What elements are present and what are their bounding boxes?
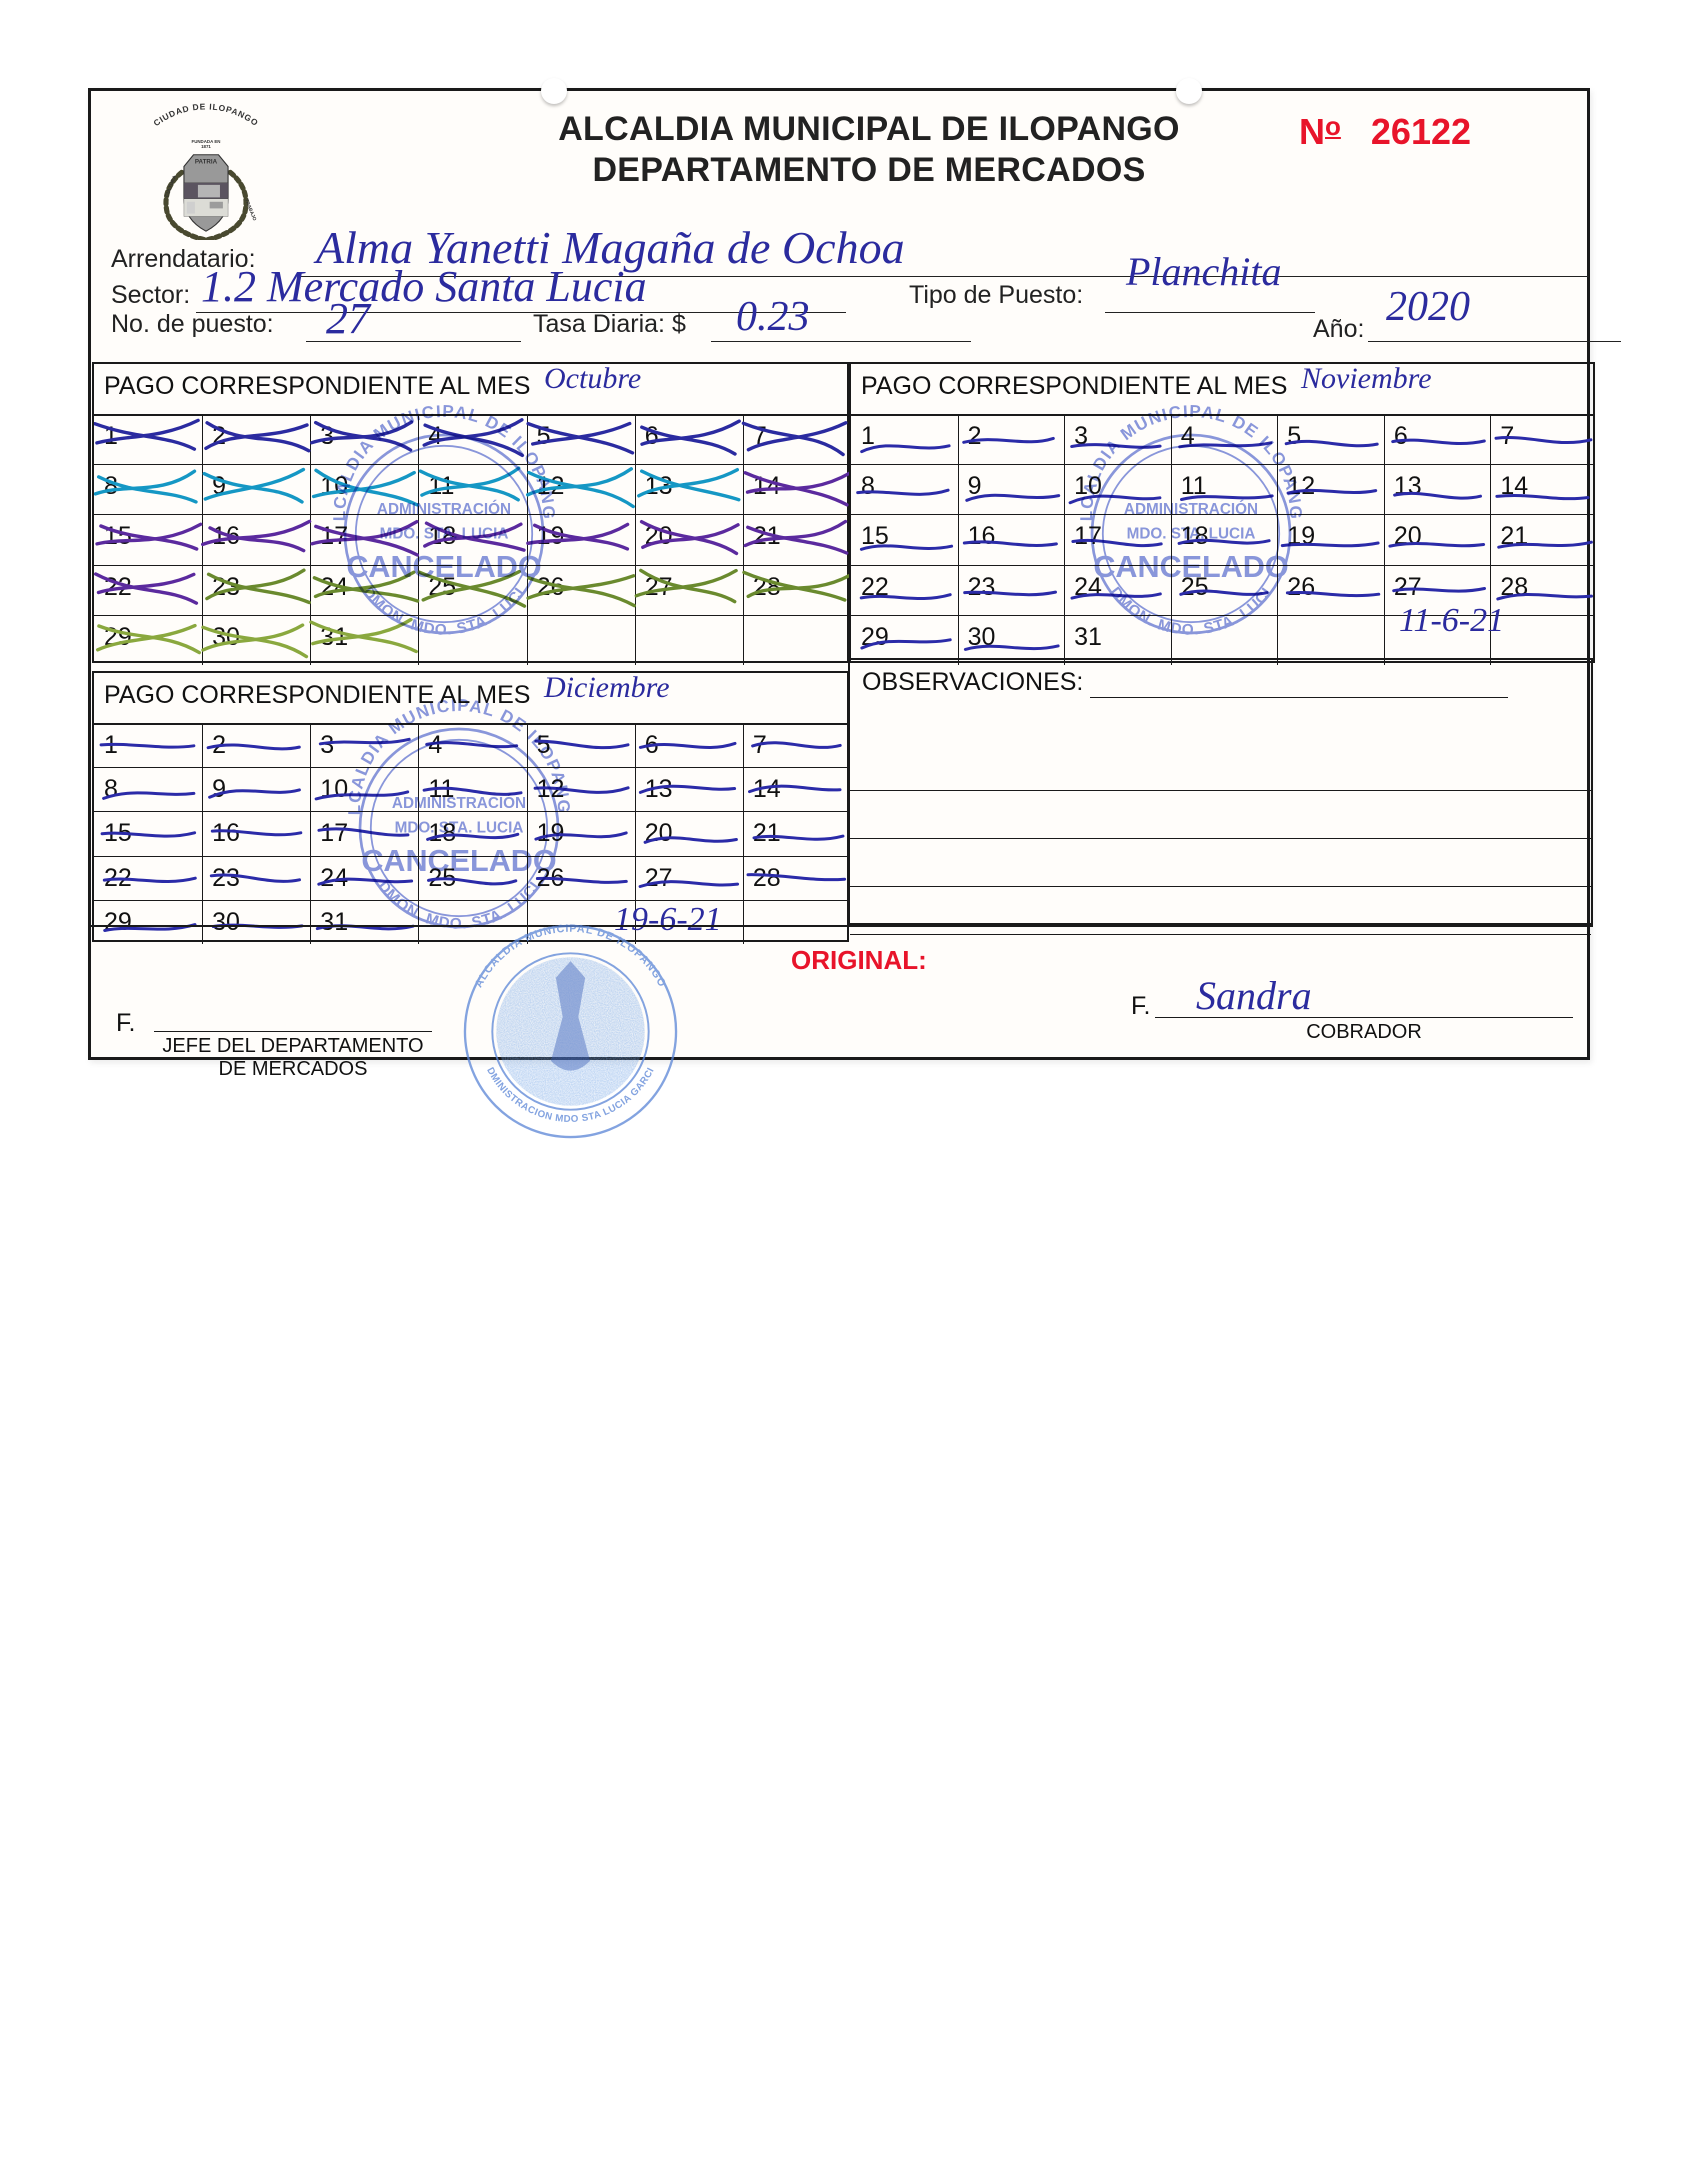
svg-text:PATRIA: PATRIA [195,159,218,166]
svg-text:CIUDAD DE ILOPANGO: CIUDAD DE ILOPANGO [152,101,261,128]
svg-text:FUNDADA EN: FUNDADA EN [192,139,221,144]
svg-text:1871: 1871 [201,144,211,149]
svg-text:CULTURA: CULTURA [164,174,178,198]
